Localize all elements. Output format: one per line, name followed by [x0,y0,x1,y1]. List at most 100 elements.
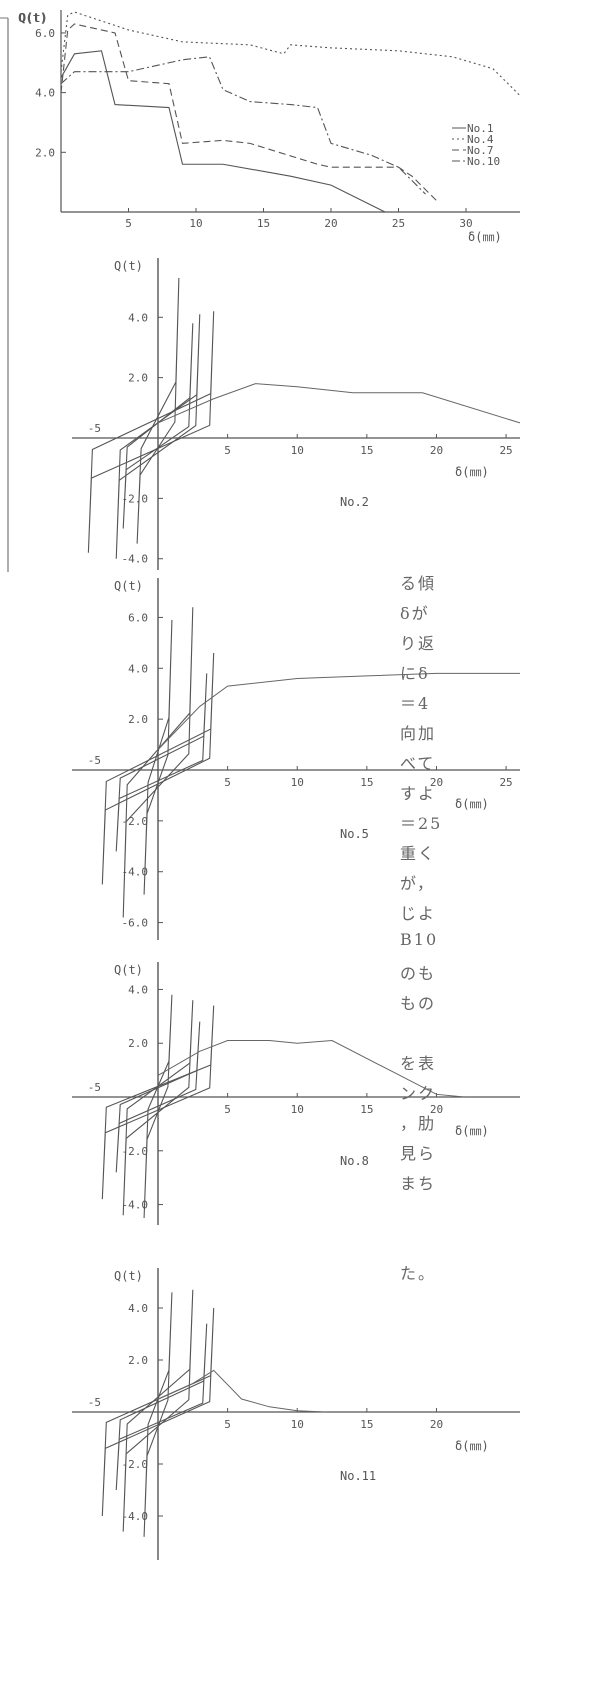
y-tick-label: 2.0 [128,372,148,385]
x-tick-label: 10 [291,1103,304,1116]
specimen-label: No.2 [340,495,369,509]
jp-text-fragment: 向加 [400,724,437,743]
jp-text-fragment: ＝25 [400,814,443,833]
specimen-label: No.8 [340,1154,369,1168]
y-axis-label: Q(t) [114,963,143,977]
x-axis-label: δ(㎜) [455,465,489,479]
x-tick-label: 5 [224,1103,231,1116]
y-tick-label: 4.0 [35,87,55,100]
x-tick-label: 30 [459,217,472,230]
hysteresis-loop [115,1323,208,1491]
x-tick-label: 15 [257,217,270,230]
jp-text-fragment: が， [400,874,436,893]
legend-entry: No.4 [467,133,494,146]
hysteresis-chart-no8: 4.0 2.0 -2.0 -4.0 -5 5 10 15 20 Q(t) δ(㎜) No.8 [72,962,520,1225]
x-tick-label: 5 [224,1418,231,1431]
hysteresis-loop [143,1292,173,1537]
x-tick-label: 20 [324,217,337,230]
y-tick-label: 2.0 [128,1354,148,1367]
x-tick-label: 5 [224,444,231,457]
envelope-line [157,1369,326,1413]
jp-text-fragment: ＝4 [400,694,431,713]
y-tick-label: 4.0 [128,1302,148,1315]
hysteresis-loop [143,994,173,1219]
hysteresis-loop [101,653,215,885]
jp-text-fragment: 見ら [400,1144,437,1163]
y-tick-label: 6.0 [35,27,55,40]
hysteresis-loop [122,323,194,529]
jp-text-fragment: にδ [400,664,430,683]
hysteresis-loop [122,1289,194,1532]
series-line-no1 [60,50,386,213]
hysteresis-loop [122,607,194,918]
x-tick-label: 20 [430,444,443,457]
x-tick-label: 10 [189,217,202,230]
jp-text-fragment: を表 [400,1054,437,1073]
series-line-no7 [60,23,440,204]
y-tick-label: -4.0 [122,866,149,879]
jp-text-fragment: り返 [400,634,437,653]
x-tick-label: 25 [499,776,512,789]
legend-entry: No.1 [467,122,494,135]
hysteresis-loop [115,314,201,559]
hysteresis-loop [122,1000,194,1216]
x-tick-label: 10 [291,776,304,789]
jp-text-fragment: のも [400,964,437,983]
jp-text-fragment: δが [400,604,430,623]
jp-text-fragment: ，肋 [400,1114,437,1133]
y-tick-label: 4.0 [128,662,148,675]
y-axis-label: Q(t) [114,579,143,593]
legend-entry: No.7 [467,144,494,157]
hysteresis-loop [115,673,208,852]
x-axis-label: δ(㎜) [468,230,502,244]
envelope-line [157,672,520,751]
y-axis-label: Q(t) [114,259,143,273]
specimen-label: No.11 [340,1469,376,1483]
x-tick-label: 25 [499,444,512,457]
hysteresis-chart-no5: 6.0 4.0 2.0 -2.0 -4.0 -6.0 -5 5 10 15 20 25 Q(t) δ(㎜)… [72,578,520,940]
specimen-label: No.5 [340,827,369,841]
x-tick-label: 25 [392,217,405,230]
x-tick-label: 15 [360,1418,373,1431]
x-tick-label: 20 [430,776,443,789]
x-axis-label: δ(㎜) [455,1124,489,1138]
hysteresis-loop [101,1307,215,1517]
y-tick-label: -4.0 [122,1510,149,1523]
y-tick-label: -2.0 [122,1145,149,1158]
y-tick-label: -2.0 [122,1458,149,1471]
y-tick-label: 2.0 [35,146,55,159]
x-tick-label: 15 [360,776,373,789]
jp-text-fragment: まち [400,1174,437,1193]
legend-entry: No.10 [467,155,500,168]
x-tick-label: 20 [430,1103,443,1116]
x-tick-label: -5 [88,754,101,767]
envelope-line [157,1040,465,1098]
x-tick-label: 5 [224,776,231,789]
jp-text-fragment: ンク [400,1084,437,1103]
y-tick-label: 2.0 [128,1037,148,1050]
jp-text-fragment: すよ [400,784,437,803]
x-tick-label: -5 [88,422,101,435]
jp-text-fragment: B10 [400,930,439,949]
y-axis-label: Q(t) [19,11,48,25]
hysteresis-loop [101,1005,215,1200]
jp-text-fragment: じよ [400,904,437,923]
x-tick-label: -5 [88,1396,101,1409]
hysteresis-chart-no11: 4.0 2.0 -2.0 -4.0 -5 5 10 15 20 Q(t) δ(㎜) No.11 [72,1268,520,1560]
jp-text-fragment: もの [400,994,437,1013]
x-axis-label: δ(㎜) [455,797,489,811]
x-axis-label: δ(㎜) [455,1439,489,1453]
y-tick-label: 6.0 [128,611,148,624]
y-tick-label: -6.0 [122,917,149,930]
hysteresis-loop [87,311,215,553]
jp-text-fragment: た。 [400,1264,437,1283]
jp-text-fragment: る傾 [400,574,437,593]
x-tick-label: 10 [291,1418,304,1431]
series-line-no10 [60,56,426,195]
y-tick-label: 2.0 [128,713,148,726]
x-tick-label: -5 [88,1081,101,1094]
x-tick-label: 10 [291,444,304,457]
left-q-label: Q(t) [18,11,47,25]
x-tick-label: 5 [125,217,132,230]
